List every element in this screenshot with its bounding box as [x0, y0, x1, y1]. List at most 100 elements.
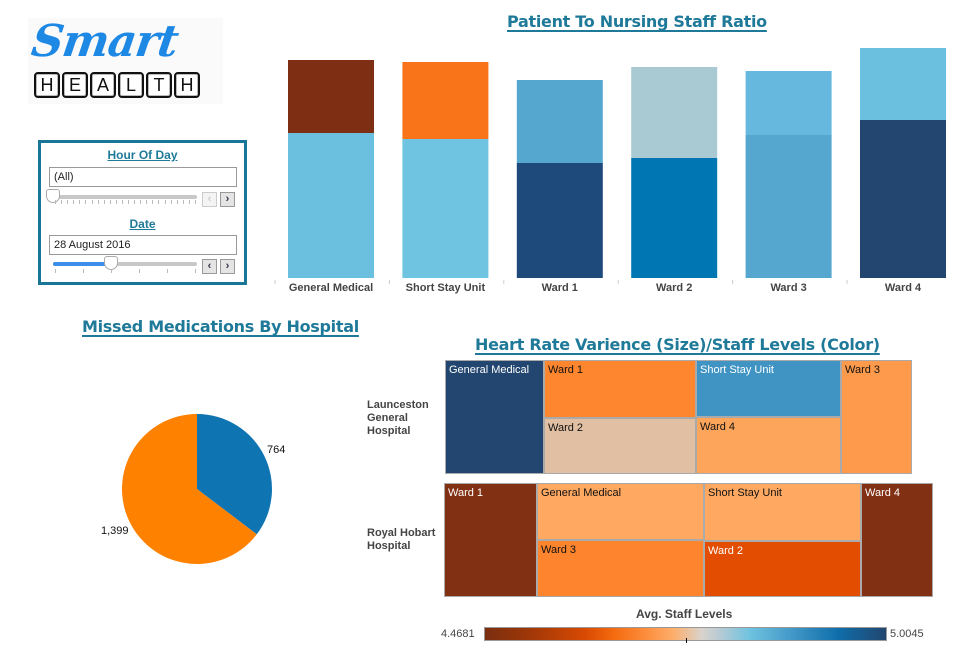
slider-tick — [109, 200, 111, 204]
color-legend-min: 4.4681 — [441, 628, 475, 640]
row-label-royal-hobart: Royal Hobart Hospital — [367, 527, 435, 553]
bar-segment-ward-4-lower[interactable] — [860, 120, 946, 278]
slider-tick — [158, 200, 160, 204]
pie-slice-0[interactable] — [197, 414, 272, 535]
slider-tick — [152, 200, 154, 204]
hour-of-day-label[interactable]: Hour Of Day — [107, 148, 178, 162]
hour-of-day-field[interactable]: (All) — [49, 167, 237, 187]
slider-tick — [164, 200, 166, 204]
slider-tick — [103, 200, 105, 204]
slider-tick — [61, 200, 63, 204]
slider-tick — [121, 200, 123, 204]
treemap-cell-general-medical[interactable]: General Medical — [445, 360, 544, 474]
logo-smart-text: Smart — [28, 16, 181, 67]
treemap-cell-ward-2[interactable]: Ward 2 — [704, 541, 861, 597]
hour-next-button[interactable]: › — [220, 192, 235, 207]
filter-panel: Hour Of Day (All) ‹ › Date 28 August 201… — [38, 140, 247, 285]
date-slider-ticks — [55, 269, 196, 273]
x-tick-label: General Medical — [288, 282, 374, 294]
slider-tick — [111, 269, 112, 273]
slider-tick — [146, 200, 148, 204]
date-slider[interactable] — [53, 256, 197, 270]
bar-segment-ward-1-lower[interactable] — [516, 163, 603, 278]
bar-segment-general-medical-lower[interactable] — [288, 133, 374, 278]
treemap-cell-ward-4[interactable]: Ward 4 — [696, 417, 841, 474]
slider-tick — [195, 200, 196, 204]
slider-tick — [128, 200, 130, 204]
date-prev-button[interactable]: ‹ — [202, 259, 217, 274]
logo-key: L — [118, 72, 144, 98]
slider-tick — [140, 200, 142, 204]
logo-key: H — [34, 72, 60, 98]
treemap-cell-ward-1[interactable]: Ward 1 — [544, 360, 696, 418]
slider-tick — [115, 200, 117, 204]
logo-key: A — [90, 72, 116, 98]
slider-tick — [55, 269, 56, 273]
row-label-line: Launceston — [367, 399, 429, 411]
slider-tick — [67, 200, 69, 204]
treemap-cell-short-stay-unit[interactable]: Short Stay Unit — [696, 360, 841, 417]
pie-chart-title[interactable]: Missed Medications By Hospital — [82, 317, 359, 336]
date-slider-thumb[interactable] — [103, 256, 118, 270]
slider-tick — [139, 269, 140, 273]
treemap-title[interactable]: Heart Rate Varience (Size)/Staff Levels … — [475, 335, 880, 354]
color-legend-midpoint-marker — [685, 638, 687, 643]
date-next-button[interactable]: › — [220, 259, 235, 274]
color-legend-gradient — [484, 627, 887, 643]
slider-tick — [167, 269, 168, 273]
pie-slice-1[interactable] — [122, 414, 257, 564]
bar-segment-general-medical-upper[interactable] — [288, 60, 374, 133]
slider-tick — [170, 200, 172, 204]
x-tick-label: Ward 4 — [884, 282, 922, 294]
row-label-line: Hospital — [367, 540, 411, 552]
color-legend-max: 5.0045 — [890, 628, 924, 640]
treemap-cell-ward-1[interactable]: Ward 1 — [444, 483, 537, 597]
slider-tick — [85, 200, 87, 204]
date-slider-fill — [53, 262, 111, 266]
logo-key: E — [62, 72, 88, 98]
slider-tick — [73, 200, 75, 204]
logo-health-keys: H E A L T H — [34, 72, 200, 98]
pie-label-lgh: 764 — [267, 444, 286, 456]
nursing-ratio-bar-chart — [274, 48, 946, 284]
slider-tick — [91, 200, 93, 204]
smart-health-logo: Smart H E A L T H — [28, 16, 223, 104]
date-label[interactable]: Date — [129, 217, 156, 231]
bar-segment-ward-2-upper[interactable] — [631, 67, 718, 158]
treemap-cell-ward-2[interactable]: Ward 2 — [544, 418, 696, 474]
logo-key: T — [146, 72, 172, 98]
bar-chart-title[interactable]: Patient To Nursing Staff Ratio — [507, 12, 767, 31]
x-tick-label: Ward 3 — [770, 282, 807, 294]
treemap-cell-ward-4[interactable]: Ward 4 — [861, 483, 933, 597]
hour-prev-button[interactable]: ‹ — [202, 192, 217, 207]
bar-segment-ward-2-lower[interactable] — [631, 158, 718, 278]
bar-segment-short-stay-unit-lower[interactable] — [402, 139, 489, 278]
hour-slider-thumb[interactable] — [46, 189, 60, 203]
slider-tick — [134, 200, 136, 204]
treemap-cell-ward-3[interactable]: Ward 3 — [841, 360, 912, 474]
slider-tick — [79, 200, 81, 204]
bar-chart-x-axis: General Medical Short Stay Unit Ward 1 Ward… — [270, 282, 976, 298]
row-label-line: Hospital — [367, 425, 411, 437]
logo-key: H — [174, 72, 200, 98]
bar-segment-ward-4-upper[interactable] — [860, 48, 946, 120]
hour-of-day-slider[interactable] — [46, 189, 197, 203]
treemap-cell-ward-3[interactable]: Ward 3 — [537, 540, 704, 597]
hour-slider-ticks — [55, 200, 196, 204]
x-tick-label: Ward 2 — [656, 282, 693, 294]
bar-segment-short-stay-unit-upper[interactable] — [402, 62, 489, 139]
slider-tick — [55, 200, 56, 204]
x-tick-label: Ward 1 — [541, 282, 578, 294]
row-label-launceston: Launceston General Hospital — [367, 399, 429, 438]
row-label-line: Royal Hobart — [367, 527, 436, 539]
bar-segment-ward-1-upper[interactable] — [516, 80, 603, 163]
x-tick-label: Short Stay Unit — [405, 282, 486, 294]
bar-segment-ward-3-upper[interactable] — [745, 71, 832, 135]
slider-tick — [97, 200, 99, 204]
bar-segment-ward-3-lower[interactable] — [745, 135, 832, 278]
pie-label-rhh: 1,399 — [101, 525, 129, 537]
treemap-cell-short-stay-unit[interactable]: Short Stay Unit — [704, 483, 861, 541]
treemap-cell-general-medical[interactable]: General Medical — [537, 483, 704, 540]
date-field[interactable]: 28 August 2016 — [49, 235, 237, 255]
